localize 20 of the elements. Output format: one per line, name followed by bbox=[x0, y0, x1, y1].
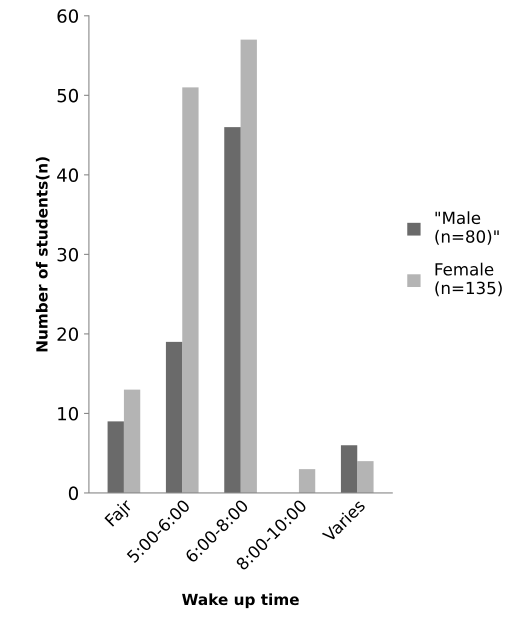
y-tick-label: 10 bbox=[58, 406, 78, 421]
bar bbox=[298, 469, 316, 493]
y-tick-label: 40 bbox=[57, 168, 78, 182]
bar bbox=[240, 40, 257, 493]
y-tick-label: 50 bbox=[58, 88, 78, 102]
bar bbox=[124, 390, 140, 493]
x-axis-title: Wake up time bbox=[182, 593, 299, 608]
y-tick-label: 60 bbox=[57, 9, 78, 23]
bar bbox=[340, 445, 358, 493]
y-tick-label: 30 bbox=[58, 248, 78, 262]
y-axis-title: Number of students(n) bbox=[36, 157, 50, 352]
legend-label: "Male (n=80)" bbox=[435, 211, 499, 245]
bar bbox=[108, 421, 124, 493]
bar bbox=[166, 342, 182, 493]
legend-label: Female (n=135) bbox=[435, 262, 502, 296]
bar bbox=[182, 87, 199, 493]
y-tick-label: 0 bbox=[68, 486, 78, 500]
bar bbox=[357, 461, 374, 493]
bar bbox=[224, 127, 241, 493]
y-tick-label: 20 bbox=[58, 327, 78, 342]
